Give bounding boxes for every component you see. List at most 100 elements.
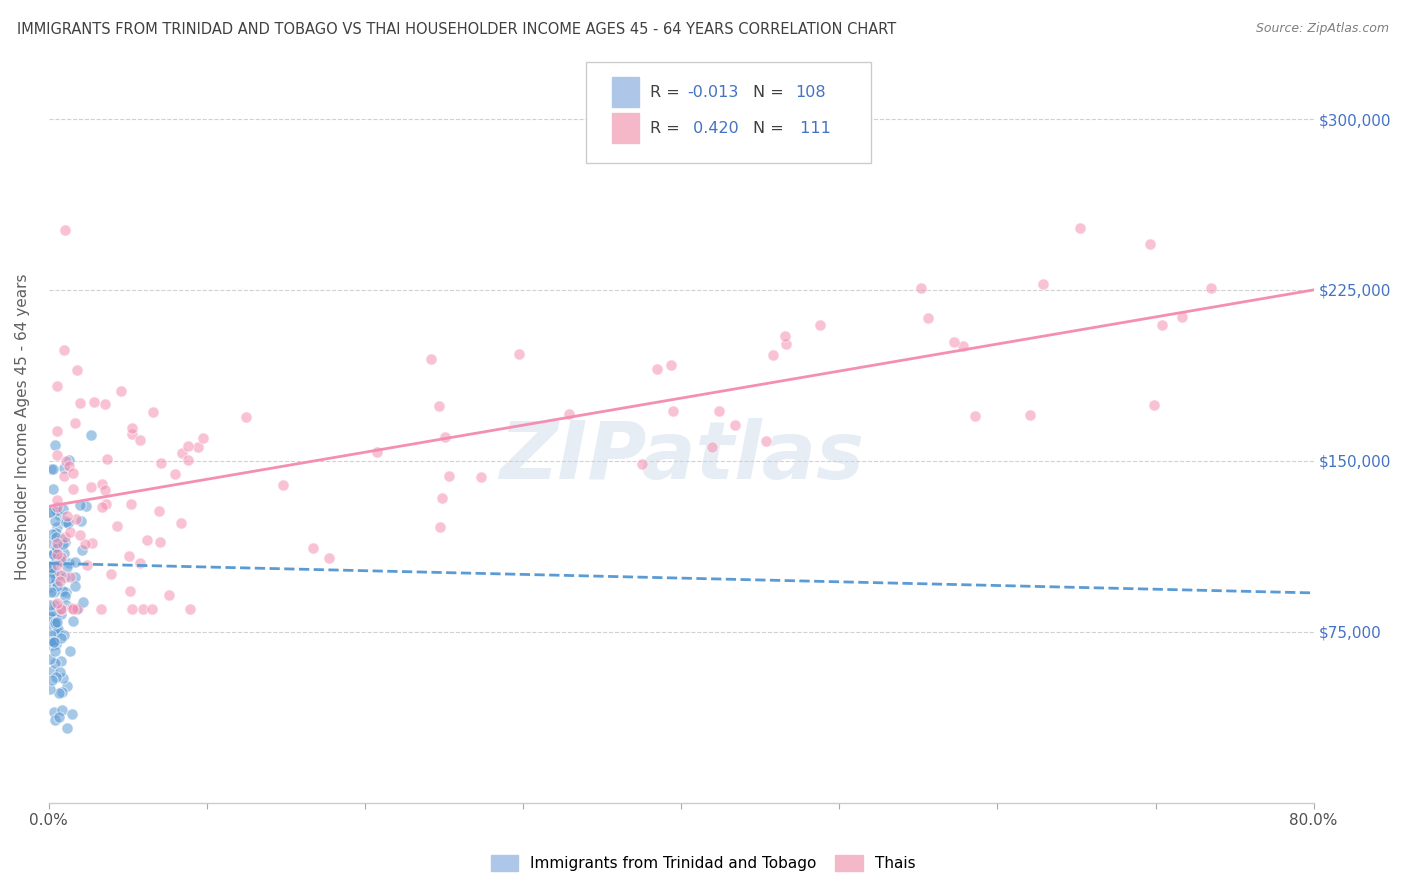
Point — [56, 516, 79, 531]
Point — [69, 396, 91, 410]
Point — [508, 347, 530, 361]
Point — [51, 554, 73, 568]
Point — [55, 454, 77, 468]
Point — [58, 556, 80, 570]
Point — [53, 514, 76, 528]
Point — [100, 566, 122, 581]
Point — [53, 570, 76, 584]
Point — [49, 549, 72, 564]
Point — [45, 558, 67, 573]
Point — [659, 358, 682, 372]
Point — [59, 570, 82, 584]
Point — [44, 615, 66, 630]
Point — [96, 451, 118, 466]
Text: N =: N = — [754, 85, 789, 100]
Point — [90, 602, 112, 616]
Point — [69, 498, 91, 512]
Point — [51, 685, 73, 699]
Point — [129, 433, 152, 447]
Point — [62, 482, 84, 496]
Point — [65, 579, 87, 593]
Point — [762, 348, 785, 362]
Point — [45, 615, 67, 629]
Point — [273, 477, 295, 491]
Point — [645, 362, 668, 376]
Point — [45, 554, 67, 568]
Point — [39, 611, 62, 625]
Text: N =: N = — [754, 120, 789, 136]
Point — [52, 672, 75, 686]
Point — [121, 427, 143, 442]
Point — [39, 560, 62, 574]
Point — [45, 670, 67, 684]
Point — [121, 496, 143, 510]
Point — [1150, 318, 1173, 332]
Text: -0.013: -0.013 — [688, 85, 740, 100]
Point — [170, 516, 193, 531]
Point — [42, 546, 65, 560]
Point — [42, 560, 65, 574]
Point — [775, 337, 797, 351]
Point — [52, 536, 75, 550]
Point — [59, 644, 82, 658]
Point — [39, 535, 62, 549]
Point — [39, 635, 62, 649]
Point — [434, 429, 457, 443]
Point — [963, 409, 986, 424]
Point — [70, 542, 93, 557]
Point — [808, 318, 831, 332]
Point — [39, 652, 62, 666]
Point — [235, 410, 257, 425]
Point — [41, 664, 63, 678]
Point — [429, 520, 451, 534]
Point — [93, 397, 115, 411]
Point — [179, 602, 201, 616]
Text: R =: R = — [650, 85, 685, 100]
Point — [41, 604, 63, 618]
Point — [55, 223, 77, 237]
Point — [1032, 277, 1054, 292]
Point — [75, 500, 97, 514]
Point — [45, 540, 67, 554]
Point — [59, 524, 82, 539]
Point — [177, 439, 200, 453]
Point — [42, 635, 65, 649]
Point — [44, 598, 66, 612]
Point — [51, 553, 73, 567]
Point — [83, 394, 105, 409]
Point — [52, 502, 75, 516]
Point — [45, 378, 67, 392]
Point — [60, 601, 83, 615]
Point — [65, 570, 87, 584]
Point — [707, 404, 730, 418]
Point — [46, 567, 69, 582]
Text: R =: R = — [650, 120, 685, 136]
Point — [148, 504, 170, 518]
Point — [39, 618, 62, 632]
Point — [79, 480, 101, 494]
Point — [724, 418, 747, 433]
Point — [39, 571, 62, 585]
Point — [437, 469, 460, 483]
Point — [55, 559, 77, 574]
Point — [45, 448, 67, 462]
Point — [53, 460, 76, 475]
Point — [45, 500, 67, 514]
Point — [45, 547, 67, 561]
Point — [48, 508, 70, 522]
Point — [53, 589, 76, 603]
Point — [121, 602, 143, 616]
Point — [39, 585, 62, 599]
Point — [39, 580, 62, 594]
Point — [62, 614, 84, 628]
Point — [42, 565, 65, 579]
Point — [69, 527, 91, 541]
Point — [66, 602, 89, 616]
Point — [631, 457, 654, 471]
Point — [141, 602, 163, 616]
Point — [427, 399, 450, 413]
Point — [170, 446, 193, 460]
Point — [45, 551, 67, 566]
Point — [58, 453, 80, 467]
Point — [41, 462, 63, 476]
